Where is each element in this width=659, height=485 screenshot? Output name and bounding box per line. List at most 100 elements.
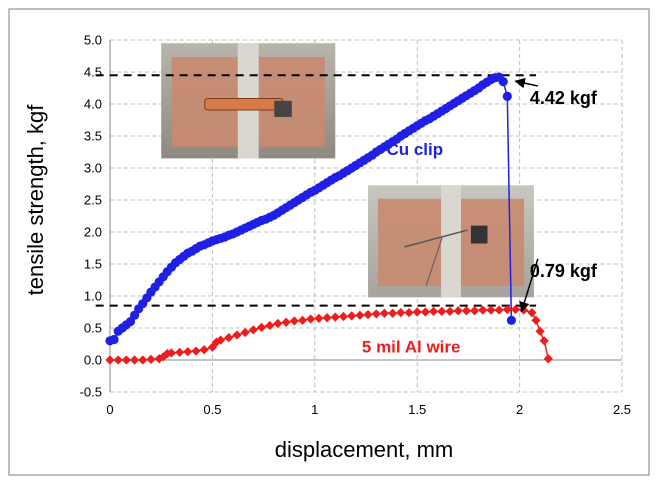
data-point xyxy=(453,306,463,316)
copper-pad-right xyxy=(460,198,524,287)
x-tick-label: 0 xyxy=(106,402,113,417)
data-point xyxy=(121,355,131,365)
data-point xyxy=(502,91,512,101)
x-tick-label: 0.5 xyxy=(203,402,221,417)
data-point xyxy=(322,313,332,323)
data-point xyxy=(207,342,217,352)
y-tick-label: 1.0 xyxy=(84,289,102,304)
data-point xyxy=(437,306,447,316)
data-point xyxy=(469,306,480,316)
data-point xyxy=(199,345,209,355)
y-tick-label: 2.5 xyxy=(84,193,102,208)
copper-clip xyxy=(204,97,284,111)
value-annotation: 4.42 kgf xyxy=(530,88,598,108)
data-point xyxy=(420,307,430,317)
series-label: Cu clip xyxy=(386,140,443,159)
y-tick-label: 3.0 xyxy=(84,161,102,176)
aluminum-wire-loop xyxy=(425,235,444,287)
data-point xyxy=(379,308,390,318)
data-point xyxy=(404,308,414,318)
data-point xyxy=(486,305,496,315)
y-tick-label: -0.5 xyxy=(80,385,102,400)
data-point xyxy=(347,311,357,321)
annotation-arrow xyxy=(514,77,538,89)
data-point xyxy=(330,312,340,322)
annotation-arrow xyxy=(519,258,539,313)
data-point xyxy=(412,307,422,317)
aluminum-wire-sample-photo xyxy=(368,185,534,298)
data-point xyxy=(183,347,193,357)
data-point xyxy=(232,330,242,340)
data-point xyxy=(338,311,349,322)
reference-lines xyxy=(95,74,536,307)
chip-die xyxy=(470,225,488,244)
axes xyxy=(109,40,622,392)
data-point xyxy=(297,315,308,325)
data-point xyxy=(113,355,123,365)
data-point xyxy=(445,306,455,316)
series-markers xyxy=(105,72,553,365)
y-tick-label: 3.5 xyxy=(84,129,102,144)
data-point xyxy=(129,355,140,365)
data-point xyxy=(175,347,185,357)
copper-pad-left xyxy=(378,198,442,287)
data-point xyxy=(289,316,299,326)
data-point xyxy=(314,313,324,323)
inset-photos xyxy=(161,43,534,298)
y-tick-label: 4.5 xyxy=(84,65,102,80)
data-point xyxy=(109,334,119,345)
aluminum-wire xyxy=(404,229,468,248)
data-point xyxy=(162,349,172,359)
data-point xyxy=(428,306,439,316)
data-point xyxy=(306,314,316,324)
data-point xyxy=(138,355,148,365)
y-tick-label: 4.0 xyxy=(84,97,102,112)
data-point xyxy=(539,336,549,346)
data-point xyxy=(535,326,545,336)
x-tick-label: 1.5 xyxy=(408,402,426,417)
x-tick-label: 2 xyxy=(516,402,523,417)
annotations: 4.42 kgf 0.79 kgf Cu clip 5 mil Al wire xyxy=(362,77,598,356)
y-tick-label: 0.5 xyxy=(84,321,102,336)
x-tick-label: 1 xyxy=(311,402,318,417)
data-point xyxy=(154,354,164,364)
data-point xyxy=(105,355,115,365)
data-point xyxy=(506,315,517,325)
y-axis-label: tensile strength, kgf xyxy=(23,104,48,296)
data-point xyxy=(461,306,471,316)
data-point xyxy=(166,348,177,358)
data-point xyxy=(510,304,521,315)
data-point xyxy=(498,77,508,87)
data-point xyxy=(502,304,512,315)
data-point xyxy=(215,335,226,345)
copper-clip-sample-photo xyxy=(161,43,336,159)
data-point xyxy=(256,322,267,332)
data-point xyxy=(273,318,283,329)
data-point xyxy=(265,320,275,331)
data-point xyxy=(248,325,258,335)
chip-die xyxy=(274,100,292,117)
data-point xyxy=(191,346,201,356)
data-point xyxy=(224,333,234,343)
data-point xyxy=(531,315,541,325)
data-point xyxy=(494,305,504,315)
data-point xyxy=(396,308,406,318)
value-annotation: 0.79 kgf xyxy=(530,261,598,281)
data-point xyxy=(363,309,373,320)
series-label: 5 mil Al wire xyxy=(362,337,461,356)
data-point xyxy=(146,354,156,364)
x-tick-label: 2.5 xyxy=(613,402,631,417)
substrate-strip xyxy=(441,185,461,298)
y-tick-label: 2.0 xyxy=(84,225,102,240)
y-tick-labels: -0.5 0.0 0.5 1.0 1.5 2.0 2.5 3.0 3.5 4.0 4.5 5.0 xyxy=(80,33,102,400)
data-point xyxy=(388,308,398,318)
data-point xyxy=(355,310,365,320)
data-point xyxy=(543,354,553,364)
y-tick-label: 0.0 xyxy=(84,353,102,368)
x-tick-labels: 0 0.5 1 1.5 2 2.5 xyxy=(106,402,631,417)
data-point xyxy=(478,305,488,315)
x-axis-label: displacement, mm xyxy=(275,437,454,462)
data-point xyxy=(371,309,381,319)
y-tick-label: 5.0 xyxy=(84,33,102,48)
